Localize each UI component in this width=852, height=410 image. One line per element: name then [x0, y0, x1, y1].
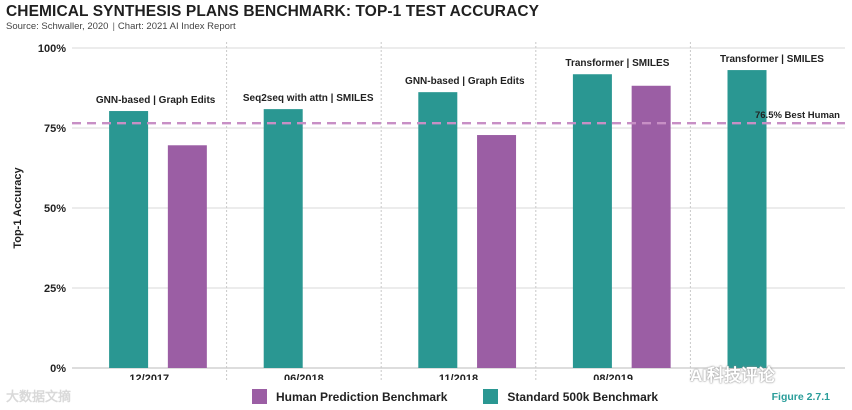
x-tick-label: 08/2019 [593, 373, 633, 380]
x-tick-label: 06/2018 [284, 373, 324, 380]
bar-standard-benchmark [727, 70, 767, 368]
bar-label: Transformer | SMILES [565, 58, 669, 69]
y-axis-label: Top-1 Accuracy [12, 166, 24, 248]
bar-standard-benchmark [263, 109, 303, 369]
bar-label: Seq2seq with attn | SMILES [243, 93, 374, 104]
bar-standard-benchmark [572, 74, 612, 369]
y-tick-label: 25% [44, 283, 66, 295]
legend: Human Prediction Benchmark Standard 500k… [252, 389, 694, 404]
y-tick-label: 100% [38, 43, 66, 55]
bar-human-benchmark [631, 85, 671, 368]
figure-number: Figure 2.7.1 [771, 391, 830, 403]
legend-swatch-human [252, 389, 267, 404]
x-tick-label: 12/2017 [129, 373, 169, 380]
bar-human-benchmark [477, 135, 517, 368]
source-line: Source: Schwaller, 2020 | Chart: 2021 AI I… [6, 21, 236, 32]
bar-chart: Top-1 Accuracy 0% 25% 50% 75% 100% GNN-based |… [12, 42, 845, 380]
source-separator: | [112, 21, 115, 32]
legend-label-human: Human Prediction Benchmark [276, 389, 448, 404]
legend-item-human: Human Prediction Benchmark [252, 389, 447, 404]
y-tick-label: 0% [50, 363, 66, 375]
chart-credit: Chart: 2021 AI Index Report [117, 21, 236, 32]
bar-human-benchmark [167, 145, 207, 368]
bar-standard-benchmark [418, 92, 458, 368]
y-tick-label: 75% [44, 123, 66, 135]
x-tick-label: 11/2018 [439, 373, 478, 380]
y-tick-label: 50% [44, 203, 66, 215]
bar-label: GNN-based | Graph Edits [96, 95, 216, 106]
watermark-right: AI科技评论 [690, 366, 775, 385]
legend-swatch-standard [483, 389, 499, 404]
legend-label-standard: Standard 500k Benchmark [507, 389, 659, 404]
legend-item-standard: Standard 500k Benchmark [483, 389, 658, 404]
reference-line-label: 76.5% Best Human [755, 110, 840, 121]
bar-standard-benchmark [109, 111, 149, 368]
source-text: Source: Schwaller, 2020 [6, 21, 109, 32]
watermark-left: 大数据文摘 [6, 389, 72, 404]
bar-label: Transformer | SMILES [720, 54, 824, 65]
chart-title: CHEMICAL SYNTHESIS PLANS BENCHMARK: TOP-… [6, 3, 540, 20]
bar-label: GNN-based | Graph Edits [405, 76, 525, 87]
